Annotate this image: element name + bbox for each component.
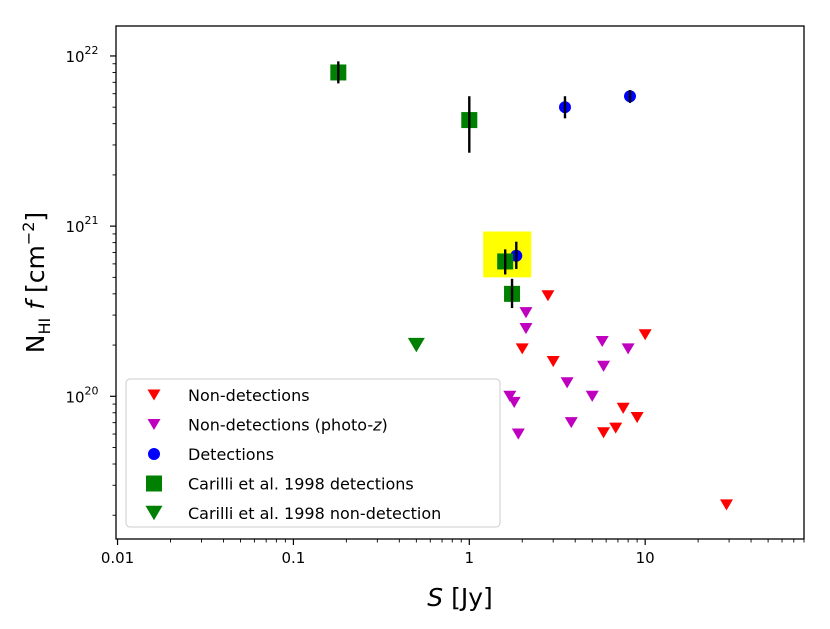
x-axis-label: S [Jy] [427, 583, 493, 612]
y-tick-label: 1021 [65, 214, 98, 236]
non-detections-photo-point [597, 360, 611, 372]
y-tick-exponent: 20 [85, 384, 99, 397]
non-detections-photo-point [621, 343, 635, 355]
y-tick-exponent: 22 [85, 44, 99, 57]
y-axis-label-f: f [21, 298, 50, 318]
legend-label-carilli-et-al-1998-detections: Carilli et al. 1998 detections [188, 475, 414, 494]
y-tick-label: 1022 [65, 44, 98, 66]
x-tick-label: 0.01 [101, 549, 134, 567]
non-detections-photo-point [585, 390, 599, 402]
y-tick-label: 1020 [65, 384, 98, 406]
legend-marker-detections [148, 448, 160, 460]
legend-label-text: Non-detections (photo- [188, 416, 373, 435]
legend-label-close: ) [382, 416, 388, 435]
legend-label-detections: Detections [188, 445, 274, 464]
non-detections-photo-point [560, 377, 574, 389]
y-tick-base: 10 [65, 48, 84, 66]
non-detections-point [609, 422, 623, 434]
x-tick-label: 10 [636, 549, 655, 567]
legend-label-italic: z [372, 416, 382, 435]
non-detections-point [630, 412, 644, 424]
legend-label-text: Detections [188, 445, 274, 464]
legend-marker-non-detections [147, 389, 161, 401]
non-detections-point [546, 356, 560, 368]
plot-area-frame [115, 25, 805, 540]
x-tick-label: 0.1 [281, 549, 305, 567]
y-axis-label-sub: HI [35, 318, 54, 335]
y-tick-base: 10 [65, 388, 84, 406]
non-detections-point [597, 427, 611, 439]
y-axis-label-close: ] [21, 212, 50, 222]
non-detections-photo-point [595, 335, 609, 347]
legend-label-carilli-et-al-1998-non-detection: Carilli et al. 1998 non-detection [188, 504, 441, 523]
non-detections-photo-point [519, 323, 533, 335]
carilli-et-al-1998-non-detection-point [407, 337, 425, 353]
x-axis-label-unit: [Jy] [443, 583, 493, 612]
legend-marker-carilli-et-al-1998-non-detection [145, 505, 163, 521]
y-tick-base: 10 [65, 218, 84, 236]
non-detections-point [719, 499, 733, 511]
legend-marker-carilli-et-al-1998-detections [146, 475, 162, 492]
non-detections-point [541, 290, 555, 302]
legend-label-text: Carilli et al. 1998 detections [188, 475, 414, 494]
legend-label-non-detections-photo: Non-detections (photo-z) [188, 416, 388, 435]
legend-label-text: Non-detections [188, 386, 310, 405]
y-axis-label-unit: [cm [21, 245, 50, 301]
legend-marker-non-detections-photo [147, 418, 161, 431]
x-tick-label: 1 [465, 549, 475, 567]
legend-label-text: Carilli et al. 1998 non-detection [188, 504, 441, 523]
y-axis-label-exponent: −2 [19, 222, 38, 246]
non-detections-point [638, 329, 652, 341]
y-axis-label-main: N [21, 334, 50, 353]
non-detections-photo-point [503, 390, 517, 402]
legend-label-non-detections: Non-detections [188, 386, 310, 405]
non-detections-photo-point [564, 417, 578, 429]
x-axis-label-var: S [427, 583, 443, 612]
non-detections-point [515, 343, 529, 355]
non-detections-point [616, 402, 630, 414]
y-axis-label: NHI f [cm−2] [19, 212, 54, 353]
non-detections-photo-point [511, 428, 525, 440]
non-detections-photo-point [507, 396, 521, 408]
legend-box [125, 378, 501, 528]
non-detections-photo-point [519, 307, 533, 319]
y-tick-exponent: 21 [85, 214, 99, 227]
